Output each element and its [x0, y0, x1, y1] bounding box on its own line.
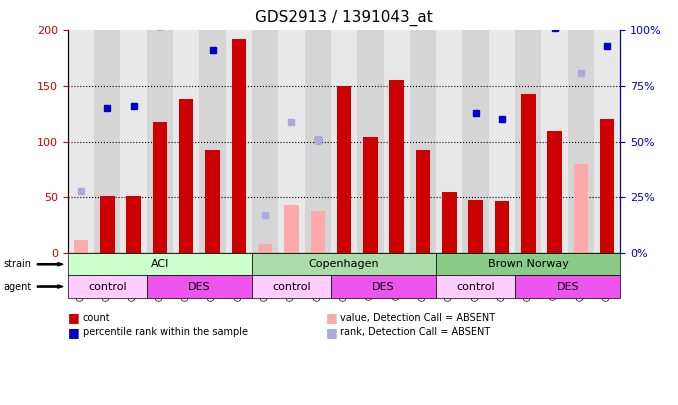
Bar [199, 30, 226, 253]
Text: Copenhagen: Copenhagen [308, 259, 380, 269]
Text: ■: ■ [325, 326, 337, 339]
Bar [416, 149, 431, 253]
Bar [357, 30, 384, 253]
Bar [542, 30, 567, 253]
Bar [384, 30, 410, 253]
Bar [462, 30, 489, 253]
Bar [94, 30, 121, 253]
Bar [205, 149, 220, 253]
Text: percentile rank within the sample: percentile rank within the sample [83, 327, 247, 337]
Bar [311, 211, 325, 253]
Bar [337, 86, 351, 253]
Bar [173, 30, 199, 253]
Text: ■: ■ [325, 311, 337, 324]
Bar [436, 30, 462, 253]
Bar [74, 240, 88, 253]
Bar [468, 200, 483, 253]
Bar [126, 196, 141, 253]
Bar [258, 244, 273, 253]
Text: control: control [456, 281, 495, 292]
Bar [389, 81, 404, 253]
Bar [226, 30, 252, 253]
Bar [304, 30, 331, 253]
Bar [179, 100, 193, 253]
Bar [495, 201, 509, 253]
Text: control: control [88, 281, 127, 292]
Text: ■: ■ [68, 311, 79, 324]
Text: control: control [272, 281, 311, 292]
Bar [363, 137, 378, 253]
Bar [410, 30, 436, 253]
Text: DES: DES [557, 281, 579, 292]
Bar [146, 30, 173, 253]
Text: agent: agent [3, 281, 32, 292]
Bar [252, 30, 278, 253]
Text: count: count [83, 313, 111, 323]
Bar [278, 30, 304, 253]
Text: strain: strain [3, 259, 31, 269]
Bar [594, 30, 620, 253]
Bar [442, 192, 456, 253]
Text: GDS2913 / 1391043_at: GDS2913 / 1391043_at [255, 10, 433, 26]
Text: rank, Detection Call = ABSENT: rank, Detection Call = ABSENT [340, 327, 491, 337]
Bar [600, 119, 614, 253]
Text: DES: DES [188, 281, 211, 292]
Bar [331, 30, 357, 253]
Bar [489, 30, 515, 253]
Text: ■: ■ [68, 326, 79, 339]
Bar [100, 196, 115, 253]
Bar [153, 122, 167, 253]
Bar [68, 30, 94, 253]
Bar [232, 39, 246, 253]
Bar [515, 30, 542, 253]
Text: Brown Norway: Brown Norway [488, 259, 569, 269]
Text: value, Detection Call = ABSENT: value, Detection Call = ABSENT [340, 313, 496, 323]
Bar [521, 94, 536, 253]
Bar [574, 164, 588, 253]
Bar [284, 205, 299, 253]
Text: DES: DES [372, 281, 395, 292]
Bar [547, 130, 562, 253]
Bar [121, 30, 146, 253]
Text: ACI: ACI [151, 259, 169, 269]
Bar [567, 30, 594, 253]
